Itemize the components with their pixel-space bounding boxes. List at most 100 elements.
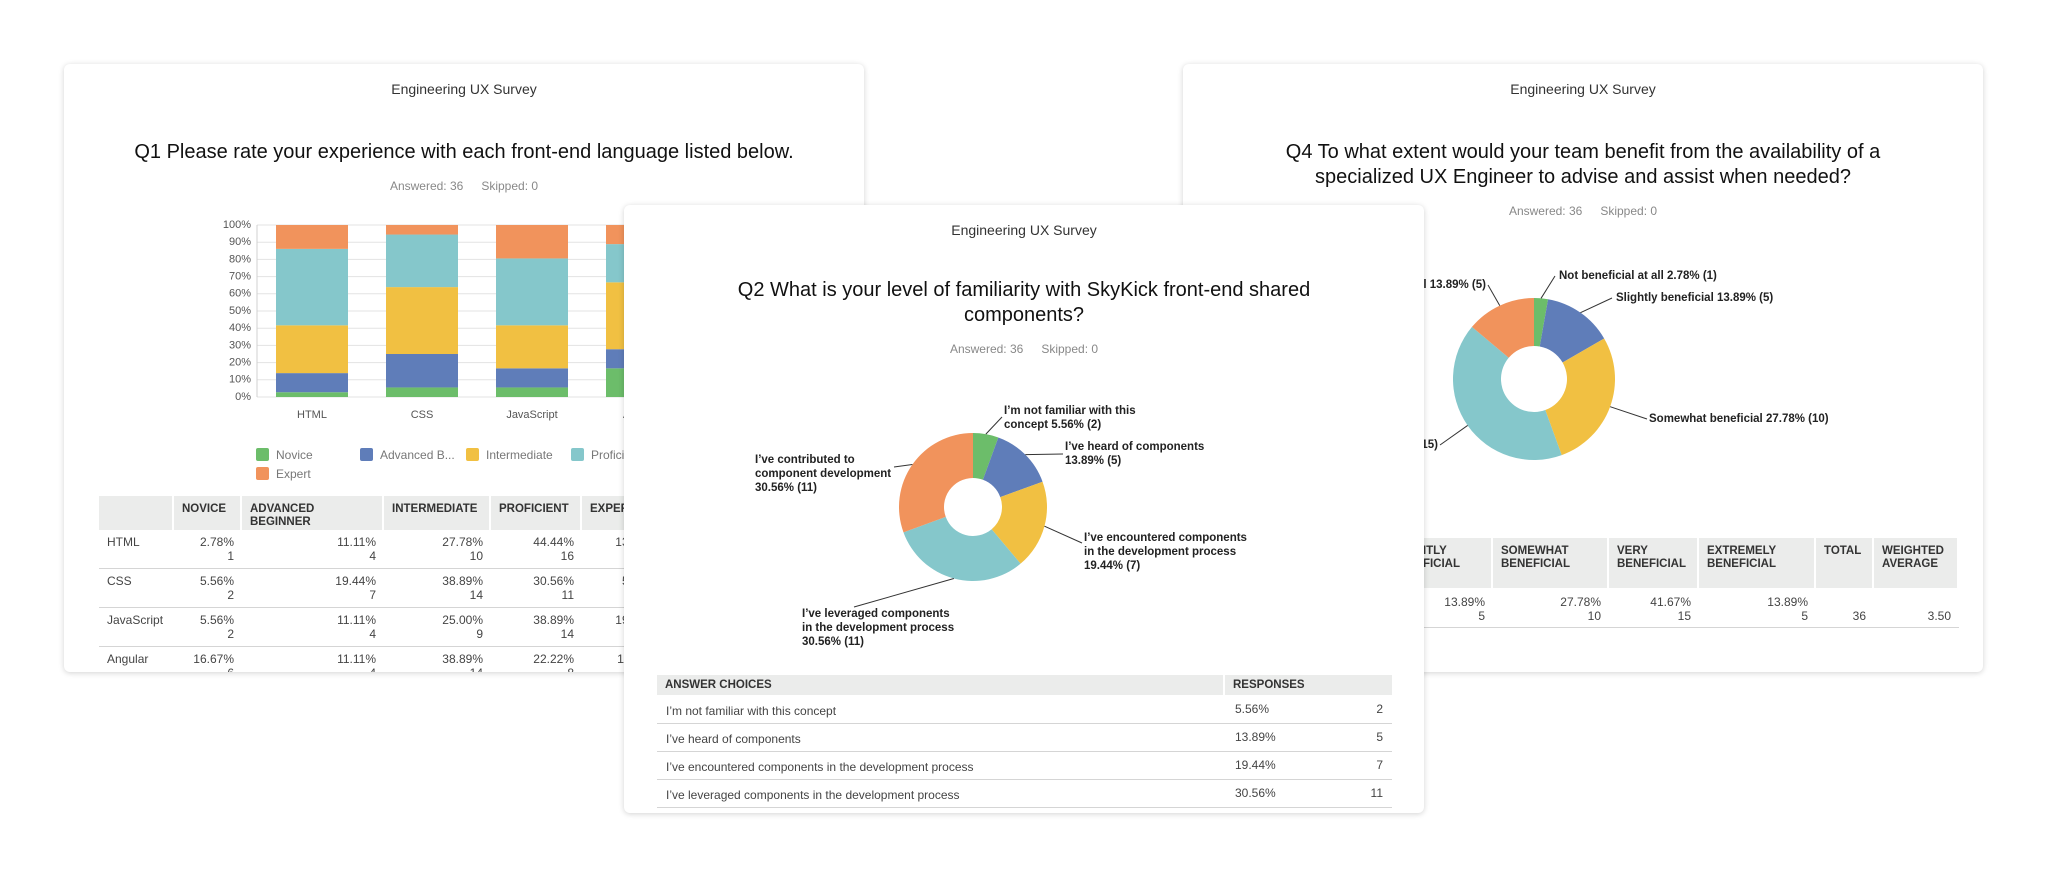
- bar-segment: [496, 258, 568, 326]
- cell-percent: 19.44%: [335, 574, 376, 588]
- slice-value-label: 13.89% (5): [1065, 455, 1122, 467]
- cell-count: 2: [227, 588, 234, 602]
- cell-percent: 30.56%: [533, 574, 574, 588]
- slice-label: Somewhat beneficial 27.78% (10): [1649, 412, 1829, 426]
- skipped-count: Skipped: 0: [481, 179, 539, 193]
- question-title: Q1 Please rate your experience with each…: [134, 141, 794, 163]
- y-tick-label: 0%: [235, 391, 251, 403]
- response-count: 11: [1370, 786, 1383, 800]
- row-separator: [657, 751, 1392, 752]
- slice-label: I’ve encountered components in the devel…: [1084, 531, 1254, 573]
- question-title: Q2 What is your level of familiarity wit…: [737, 279, 1311, 326]
- legend-swatch: [256, 448, 269, 461]
- bar-segment: [276, 248, 348, 326]
- y-tick-label: 100%: [223, 219, 251, 231]
- legend-swatch: [360, 448, 373, 461]
- y-tick-label: 90%: [229, 236, 251, 248]
- chart: [1439, 275, 1648, 460]
- row-label: CSS: [107, 574, 132, 588]
- legend-label: Intermediate: [486, 448, 553, 462]
- slice-value-label: 30.56% (11): [802, 636, 865, 648]
- cell-percent: 44.44%: [533, 535, 574, 549]
- cell-count: 2: [227, 627, 234, 641]
- skipped-count: Skipped: 0: [1600, 204, 1658, 218]
- cell-count: 7: [369, 588, 376, 602]
- donut-slice: [899, 433, 973, 533]
- bar-segment: [276, 325, 348, 374]
- bar-segment: [386, 387, 458, 397]
- response-stats: Answered: 36 Skipped: 0: [1183, 204, 1983, 218]
- answered-count: Answered: 36: [1508, 204, 1583, 218]
- response-count: 7: [1376, 758, 1383, 772]
- cell-count: 14: [560, 627, 574, 641]
- cell-count: 15: [1677, 609, 1691, 623]
- response-count: 5: [1376, 730, 1383, 744]
- slice-label: I’m not familiar with this concept 5.56%…: [1004, 404, 1139, 432]
- slice-category: I’m not familiar with this concept: [1004, 405, 1136, 431]
- y-tick-label: 10%: [229, 374, 251, 386]
- bar-segment: [386, 234, 458, 288]
- response-count: 2: [1376, 702, 1383, 716]
- leader-line: [893, 464, 913, 468]
- table-header-cell: [99, 496, 172, 530]
- answer-choice: I’m not familiar with this concept: [666, 704, 837, 718]
- response-percent: 13.89%: [1235, 730, 1276, 744]
- table-header-cell: INTERMEDIATE: [384, 496, 489, 530]
- donut-slice: [1545, 338, 1615, 456]
- slice-value-label: 5.56% (2): [1051, 419, 1102, 431]
- cell-percent: 38.89%: [533, 613, 574, 627]
- answered-count: Answered: 36: [389, 179, 464, 193]
- leader-line: [985, 416, 1003, 435]
- slice-value-label: 19.44% (7): [1084, 560, 1141, 572]
- leader-line: [1044, 525, 1083, 544]
- cell-count: 16: [560, 549, 574, 563]
- leader-line: [853, 578, 954, 608]
- cell-count: 4: [369, 666, 376, 672]
- slice-value-label: 30.56% (11): [755, 482, 818, 494]
- y-tick-label: 70%: [229, 271, 251, 283]
- cell-percent: 5.56%: [199, 613, 234, 627]
- donut-slice: [973, 433, 999, 480]
- slice-value-label: 2.78% (1): [1667, 270, 1717, 282]
- table-header-cell: EXTREMELY BENEFICIAL: [1699, 538, 1814, 588]
- row-separator: [657, 723, 1392, 724]
- row-separator: [99, 607, 664, 608]
- row-separator: [1216, 627, 1959, 628]
- slice-value-label: 13.89% (5): [1429, 279, 1486, 291]
- cell-percent: 13.89%: [1444, 595, 1485, 609]
- cell-count: 11: [561, 588, 574, 602]
- legend-item: Expert: [256, 467, 311, 481]
- cell-percent: 38.89%: [442, 652, 483, 666]
- legend-item: Intermediate: [466, 448, 553, 462]
- legend-label: Advanced B...: [380, 448, 455, 462]
- donut-slice: [982, 437, 1043, 498]
- table-header-cell: ANSWER CHOICES: [657, 675, 1223, 695]
- leader-line: [1487, 284, 1501, 306]
- answer-choice: I’ve encountered components in the devel…: [666, 760, 974, 774]
- cell-count: 6: [227, 666, 234, 672]
- donut-slice: [1471, 298, 1534, 358]
- cell-percent: 5.56%: [199, 574, 234, 588]
- bar-segment: [276, 225, 348, 249]
- cell-count: 14: [469, 588, 483, 602]
- cell-count: 4: [369, 549, 376, 563]
- cell-count: 10: [1587, 609, 1601, 623]
- bar-segment: [496, 387, 568, 397]
- table-header-cell: RESPONSES: [1225, 675, 1392, 695]
- answered-count: Answered: 36: [949, 342, 1024, 356]
- leader-line: [1540, 275, 1556, 299]
- bar-segment: [386, 224, 458, 235]
- bar-segment: [496, 225, 568, 259]
- cell-percent: 27.78%: [442, 535, 483, 549]
- cell-percent: 11.11%: [337, 613, 376, 627]
- row-label: JavaScript: [107, 613, 164, 627]
- cell-total: 36: [1852, 609, 1866, 623]
- leader-line: [1609, 406, 1648, 420]
- legend-item: Novice: [256, 448, 313, 462]
- slice-category: Not beneficial at all: [1559, 270, 1664, 282]
- donut-slice: [1453, 326, 1562, 460]
- row-label: Angular: [107, 652, 149, 666]
- cell-percent: 13.89%: [1767, 595, 1808, 609]
- survey-card: Engineering UX Survey Q2 What is your lev…: [624, 205, 1424, 813]
